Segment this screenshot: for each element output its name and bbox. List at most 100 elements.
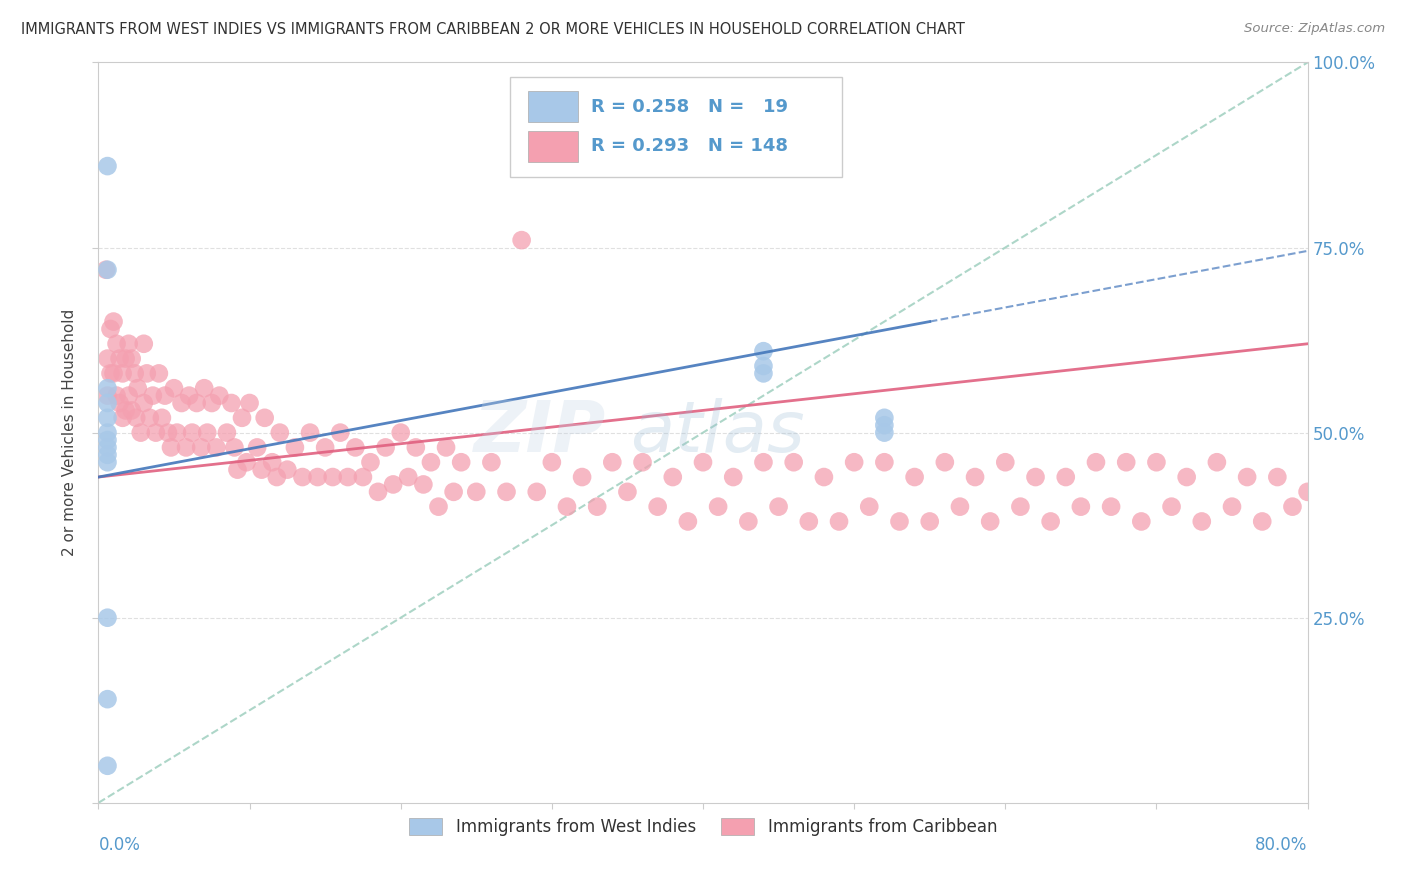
Point xyxy=(661,470,683,484)
Point xyxy=(979,515,1001,529)
Point xyxy=(181,425,204,440)
Point xyxy=(352,470,374,484)
Point xyxy=(96,396,118,410)
Point xyxy=(224,441,246,455)
Point xyxy=(111,367,134,381)
Point xyxy=(344,441,367,455)
Point xyxy=(322,470,344,484)
Point xyxy=(284,441,307,455)
Point xyxy=(153,388,176,402)
Point xyxy=(235,455,257,469)
Point xyxy=(125,410,148,425)
Point xyxy=(631,455,654,469)
Point xyxy=(174,441,197,455)
Point xyxy=(160,441,183,455)
Point xyxy=(127,381,149,395)
Point xyxy=(1372,515,1395,529)
Point xyxy=(201,396,224,410)
Point xyxy=(299,425,322,440)
Point xyxy=(382,477,405,491)
Point xyxy=(94,262,117,277)
Point xyxy=(707,500,730,514)
Point xyxy=(571,470,593,484)
Point xyxy=(96,159,118,173)
Point xyxy=(965,470,987,484)
Point xyxy=(100,322,122,336)
Point xyxy=(266,470,288,484)
Point xyxy=(170,396,193,410)
Point xyxy=(873,455,896,469)
Point xyxy=(276,462,298,476)
Point xyxy=(1327,484,1350,499)
Point xyxy=(262,455,284,469)
Point xyxy=(231,410,253,425)
Point xyxy=(215,425,238,440)
Point xyxy=(148,367,170,381)
Point xyxy=(156,425,179,440)
Point xyxy=(1296,484,1319,499)
Point xyxy=(904,470,927,484)
Point xyxy=(239,396,262,410)
Point xyxy=(481,455,503,469)
Point xyxy=(844,455,866,469)
Point xyxy=(752,455,775,469)
Point xyxy=(103,367,125,381)
Point xyxy=(1144,455,1167,469)
Point xyxy=(1070,500,1092,514)
Point xyxy=(360,455,382,469)
Point xyxy=(269,425,291,440)
Point xyxy=(105,388,128,402)
Point xyxy=(190,441,212,455)
Point xyxy=(250,462,273,476)
Point xyxy=(205,441,228,455)
Point xyxy=(103,314,125,328)
Point xyxy=(291,470,314,484)
Legend: Immigrants from West Indies, Immigrants from Caribbean: Immigrants from West Indies, Immigrants … xyxy=(402,811,1004,843)
Point xyxy=(616,484,638,499)
Point xyxy=(96,610,118,624)
Point xyxy=(118,336,141,351)
Point xyxy=(374,441,396,455)
Point xyxy=(858,500,880,514)
Point xyxy=(873,410,896,425)
Point xyxy=(427,500,450,514)
Text: IMMIGRANTS FROM WEST INDIES VS IMMIGRANTS FROM CARIBBEAN 2 OR MORE VEHICLES IN H: IMMIGRANTS FROM WEST INDIES VS IMMIGRANT… xyxy=(21,22,965,37)
Point xyxy=(114,351,136,366)
Y-axis label: 2 or more Vehicles in Household: 2 or more Vehicles in Household xyxy=(62,309,77,557)
Point xyxy=(121,351,143,366)
Point xyxy=(186,396,208,410)
Text: ZIP: ZIP xyxy=(474,398,606,467)
Point xyxy=(602,455,624,469)
Point xyxy=(1130,515,1153,529)
Point xyxy=(450,455,472,469)
Point xyxy=(1099,500,1122,514)
Point xyxy=(129,425,152,440)
Point xyxy=(96,441,118,455)
Text: atlas: atlas xyxy=(630,398,806,467)
Point xyxy=(495,484,517,499)
Text: R = 0.258   N =   19: R = 0.258 N = 19 xyxy=(591,98,787,116)
Point xyxy=(132,396,155,410)
Point xyxy=(329,425,352,440)
Point xyxy=(994,455,1017,469)
Point xyxy=(108,351,131,366)
Point xyxy=(121,403,143,417)
Text: R = 0.293   N = 148: R = 0.293 N = 148 xyxy=(591,137,787,155)
Point xyxy=(783,455,806,469)
Point xyxy=(1115,455,1137,469)
Point xyxy=(918,515,941,529)
Point xyxy=(132,336,155,351)
Point xyxy=(752,367,775,381)
Point xyxy=(813,470,835,484)
Point xyxy=(150,410,173,425)
Point xyxy=(420,455,443,469)
Point xyxy=(118,388,141,402)
Point xyxy=(692,455,714,469)
Point xyxy=(111,410,134,425)
Point xyxy=(1160,500,1182,514)
Point xyxy=(124,367,146,381)
Point xyxy=(253,410,276,425)
FancyBboxPatch shape xyxy=(527,91,578,122)
Point xyxy=(526,484,548,499)
Point xyxy=(752,344,775,359)
